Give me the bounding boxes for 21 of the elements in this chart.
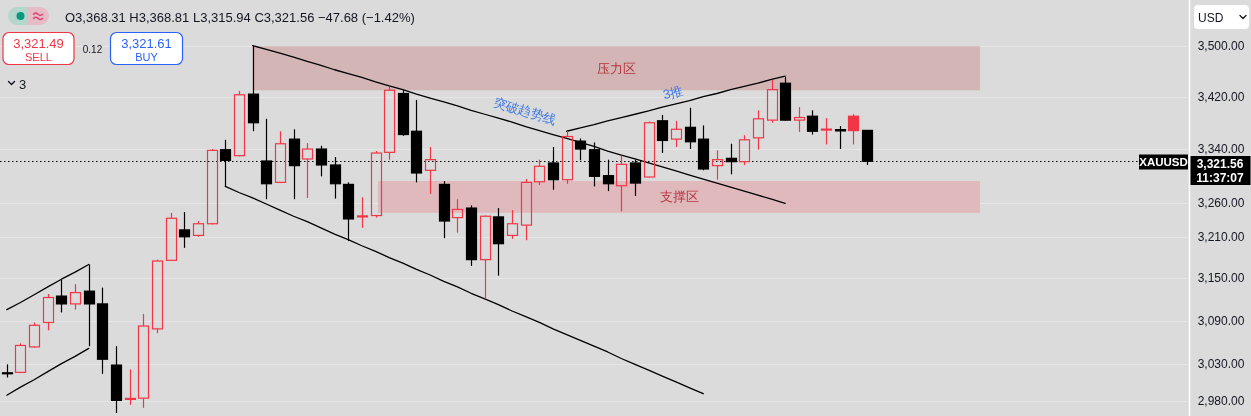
annotation: O3,368.31 H3,368.81 L3,315.94 C3,321.56 −47.68 (−1.42%) <box>65 9 415 25</box>
annotation: 突破趋势线 <box>491 94 559 128</box>
annotation: 3,321.56 <box>1196 156 1244 171</box>
y-tick: 3,500.00 <box>1197 38 1245 53</box>
annotation: USD <box>1198 10 1224 25</box>
annotation: 3 <box>19 76 27 92</box>
y-tick: 3,090.00 <box>1197 314 1245 328</box>
annotation: 11:37:07 <box>1196 170 1244 185</box>
y-tick: 3,210.00 <box>1197 229 1245 244</box>
y-tick: 3,150.00 <box>1197 271 1245 286</box>
annotation: BUY <box>135 51 158 63</box>
annotation: 3推 <box>661 82 685 103</box>
y-tick: 3,420.00 <box>1197 89 1245 104</box>
annotation: 3,321.61 <box>121 35 172 51</box>
y-tick: 3,030.00 <box>1197 357 1245 372</box>
y-tick: 2,980.00 <box>1197 394 1245 409</box>
y-tick: 3,260.00 <box>1197 195 1245 210</box>
annotation: SELL <box>25 51 52 63</box>
annotation: 3,321.49 <box>13 35 64 51</box>
y-tick: 3,340.00 <box>1197 142 1245 157</box>
annotation: 0.12 <box>82 43 103 55</box>
